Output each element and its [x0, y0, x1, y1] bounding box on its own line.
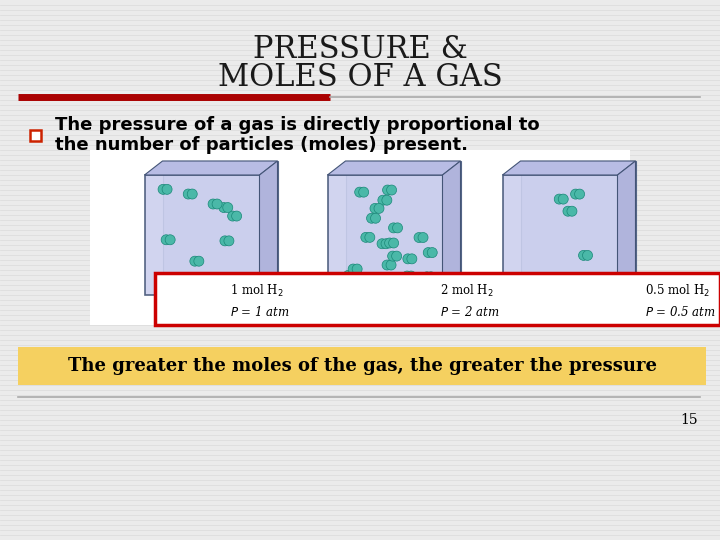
Polygon shape — [443, 161, 461, 295]
Circle shape — [389, 223, 399, 233]
Circle shape — [392, 223, 402, 233]
Text: $P$ = 0.5 atm: $P$ = 0.5 atm — [645, 305, 716, 319]
Circle shape — [563, 206, 573, 216]
Circle shape — [402, 271, 412, 281]
Text: 1 mol H$_2$: 1 mol H$_2$ — [230, 283, 284, 299]
Circle shape — [382, 260, 392, 270]
Polygon shape — [259, 161, 277, 295]
Circle shape — [373, 276, 383, 287]
Circle shape — [194, 256, 204, 266]
Circle shape — [387, 185, 397, 195]
Bar — [503, 175, 618, 295]
Circle shape — [384, 278, 394, 287]
Circle shape — [379, 278, 390, 287]
Circle shape — [422, 272, 432, 282]
Text: 0.5 mol H$_2$: 0.5 mol H$_2$ — [645, 283, 710, 299]
Polygon shape — [145, 161, 277, 175]
Circle shape — [355, 187, 365, 197]
Bar — [155, 273, 720, 325]
Circle shape — [387, 251, 397, 261]
Circle shape — [187, 189, 197, 199]
Circle shape — [418, 233, 428, 242]
Circle shape — [370, 204, 380, 213]
Circle shape — [369, 276, 379, 287]
Bar — [328, 175, 443, 295]
Circle shape — [377, 239, 387, 249]
Polygon shape — [618, 161, 636, 295]
Circle shape — [384, 238, 395, 248]
Circle shape — [570, 189, 580, 199]
Bar — [18, 347, 706, 385]
Circle shape — [403, 254, 413, 264]
Circle shape — [352, 264, 362, 274]
Circle shape — [567, 206, 577, 216]
Circle shape — [382, 195, 392, 205]
Circle shape — [386, 260, 396, 270]
Circle shape — [158, 184, 168, 194]
Circle shape — [414, 233, 424, 242]
Text: MOLES OF A GAS: MOLES OF A GAS — [217, 62, 503, 92]
Circle shape — [224, 236, 234, 246]
Text: $P$ = 1 atm: $P$ = 1 atm — [230, 305, 289, 319]
Bar — [145, 175, 259, 295]
Circle shape — [579, 251, 588, 260]
Circle shape — [162, 184, 172, 194]
Bar — [30, 130, 41, 140]
Circle shape — [212, 199, 222, 209]
Circle shape — [378, 195, 388, 205]
Text: $P$ = 2 atm: $P$ = 2 atm — [440, 305, 500, 319]
Circle shape — [232, 211, 242, 221]
Circle shape — [184, 189, 193, 199]
Circle shape — [208, 199, 218, 209]
Circle shape — [382, 185, 392, 195]
Circle shape — [407, 254, 417, 264]
Circle shape — [165, 235, 175, 245]
Circle shape — [347, 271, 357, 280]
Circle shape — [554, 194, 564, 204]
Circle shape — [558, 194, 568, 204]
Circle shape — [348, 264, 358, 274]
Circle shape — [582, 251, 593, 260]
Circle shape — [371, 213, 381, 223]
Circle shape — [228, 211, 238, 221]
Circle shape — [361, 232, 371, 242]
Circle shape — [427, 247, 437, 258]
Circle shape — [426, 272, 436, 282]
Circle shape — [219, 202, 229, 213]
Circle shape — [423, 247, 433, 258]
Text: The greater the moles of the gas, the greater the pressure: The greater the moles of the gas, the gr… — [68, 357, 657, 375]
Circle shape — [381, 239, 391, 249]
Circle shape — [365, 232, 375, 242]
Circle shape — [389, 238, 399, 248]
Circle shape — [161, 235, 171, 245]
Circle shape — [392, 251, 402, 261]
Text: 2 mol H$_2$: 2 mol H$_2$ — [440, 283, 494, 299]
Bar — [90, 150, 630, 325]
Bar — [521, 161, 636, 281]
Text: 15: 15 — [680, 413, 698, 427]
Circle shape — [222, 202, 233, 213]
Circle shape — [190, 256, 200, 266]
Circle shape — [406, 271, 416, 281]
Circle shape — [359, 187, 369, 197]
Text: the number of particles (moles) present.: the number of particles (moles) present. — [55, 136, 468, 154]
Bar — [346, 161, 461, 281]
Polygon shape — [328, 161, 461, 175]
Bar — [163, 161, 277, 281]
Circle shape — [366, 213, 377, 223]
Polygon shape — [503, 161, 636, 175]
Circle shape — [343, 271, 354, 280]
Circle shape — [374, 204, 384, 213]
Circle shape — [220, 236, 230, 246]
Circle shape — [575, 189, 585, 199]
Text: PRESSURE &: PRESSURE & — [253, 35, 467, 65]
Text: The pressure of a gas is directly proportional to: The pressure of a gas is directly propor… — [55, 116, 539, 134]
